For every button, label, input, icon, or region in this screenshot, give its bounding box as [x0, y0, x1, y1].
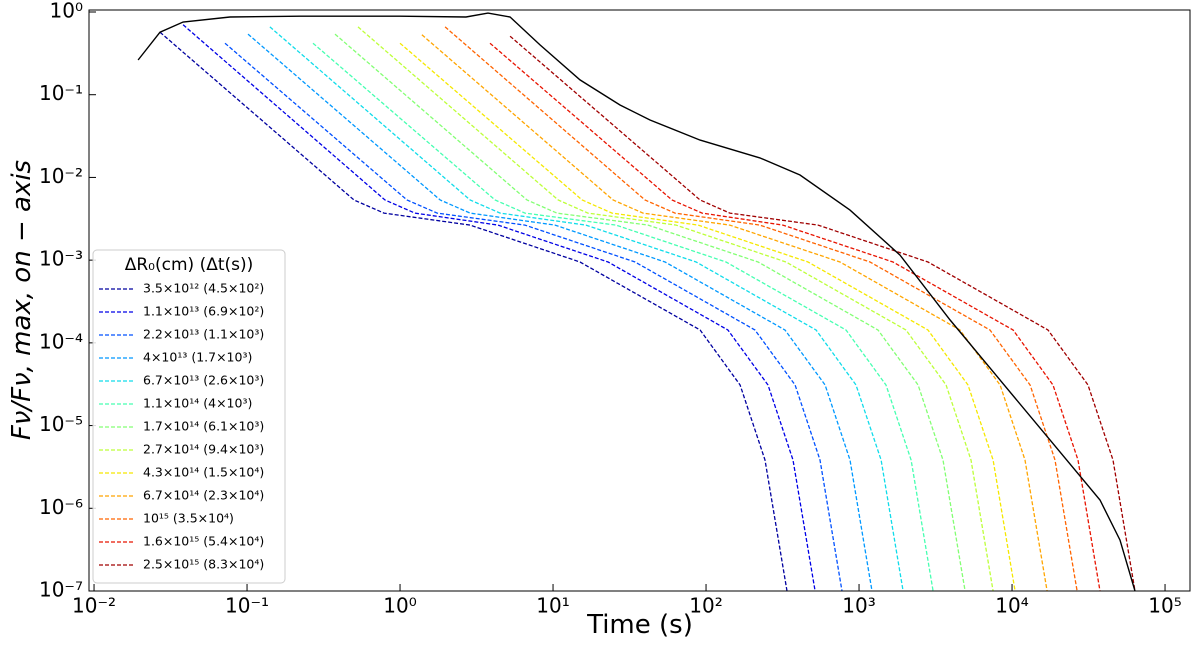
y-tick-label: 10⁻² — [39, 164, 83, 188]
y-tick-label: 10⁻³ — [39, 247, 83, 271]
x-tick-label: 10³ — [842, 594, 875, 618]
legend-label: 10¹⁵ (3.5×10⁴) — [143, 511, 234, 526]
y-axis-label: Fν/Fν, max, on − axis — [7, 160, 37, 440]
x-tick-label: 10² — [689, 594, 722, 618]
x-tick-label: 10⁰ — [383, 594, 416, 618]
series-line — [269, 26, 904, 592]
legend-label: 2.5×10¹⁵ (8.3×10⁴) — [143, 557, 264, 572]
x-tick-label: 10⁴ — [995, 594, 1028, 618]
series-line — [489, 42, 1101, 592]
y-tick-label: 10⁻⁴ — [39, 329, 83, 353]
series-line — [247, 33, 873, 592]
legend-label: 2.7×10¹⁴ (9.4×10³) — [143, 442, 264, 457]
y-tick-label: 10⁰ — [50, 0, 83, 22]
x-tick-label: 10⁻² — [72, 594, 116, 618]
legend-label: 1.1×10¹³ (6.9×10²) — [143, 304, 264, 319]
legend-label: 4.3×10¹⁴ (1.5×10⁴) — [143, 465, 264, 480]
series-line — [399, 42, 1016, 592]
series-line — [224, 42, 843, 592]
plot-frame — [88, 9, 1191, 592]
y-tick-label: 10⁻¹ — [39, 81, 83, 105]
series-line — [334, 33, 966, 592]
y-tick-label: 10⁻⁶ — [39, 495, 83, 519]
legend-label: 3.5×10¹² (4.5×10²) — [143, 281, 264, 296]
series-line — [509, 35, 1136, 592]
series-line — [312, 42, 934, 592]
legend-title: ΔR₀(cm) (Δt(s)) — [125, 255, 254, 275]
series-line — [182, 24, 816, 592]
y-tick-label: 10⁻⁷ — [39, 578, 83, 602]
series-line — [159, 31, 788, 592]
legend-label: 2.2×10¹³ (1.1×10³) — [143, 327, 264, 342]
x-tick-label: 10¹ — [536, 594, 569, 618]
x-tick-label: 10⁻¹ — [225, 594, 269, 618]
plot-area — [137, 12, 1136, 592]
legend-label: 6.7×10¹³ (2.6×10³) — [143, 373, 264, 388]
series-line — [421, 34, 1048, 592]
legend-label: 6.7×10¹⁴ (2.3×10⁴) — [143, 488, 264, 503]
x-axis-label: Time (s) — [586, 610, 693, 640]
y-tick-label: 10⁻⁵ — [39, 412, 83, 436]
x-tick-label: 10⁵ — [1148, 594, 1181, 618]
legend-label: 1.1×10¹⁴ (4×10³) — [143, 396, 252, 411]
legend-label: 4×10¹³ (1.7×10³) — [143, 350, 252, 365]
series-line — [137, 12, 1136, 592]
legend-label: 1.6×10¹⁵ (5.4×10⁴) — [143, 534, 264, 549]
legend-box — [92, 249, 286, 584]
legend-label: 1.7×10¹⁴ (6.1×10³) — [143, 419, 264, 434]
